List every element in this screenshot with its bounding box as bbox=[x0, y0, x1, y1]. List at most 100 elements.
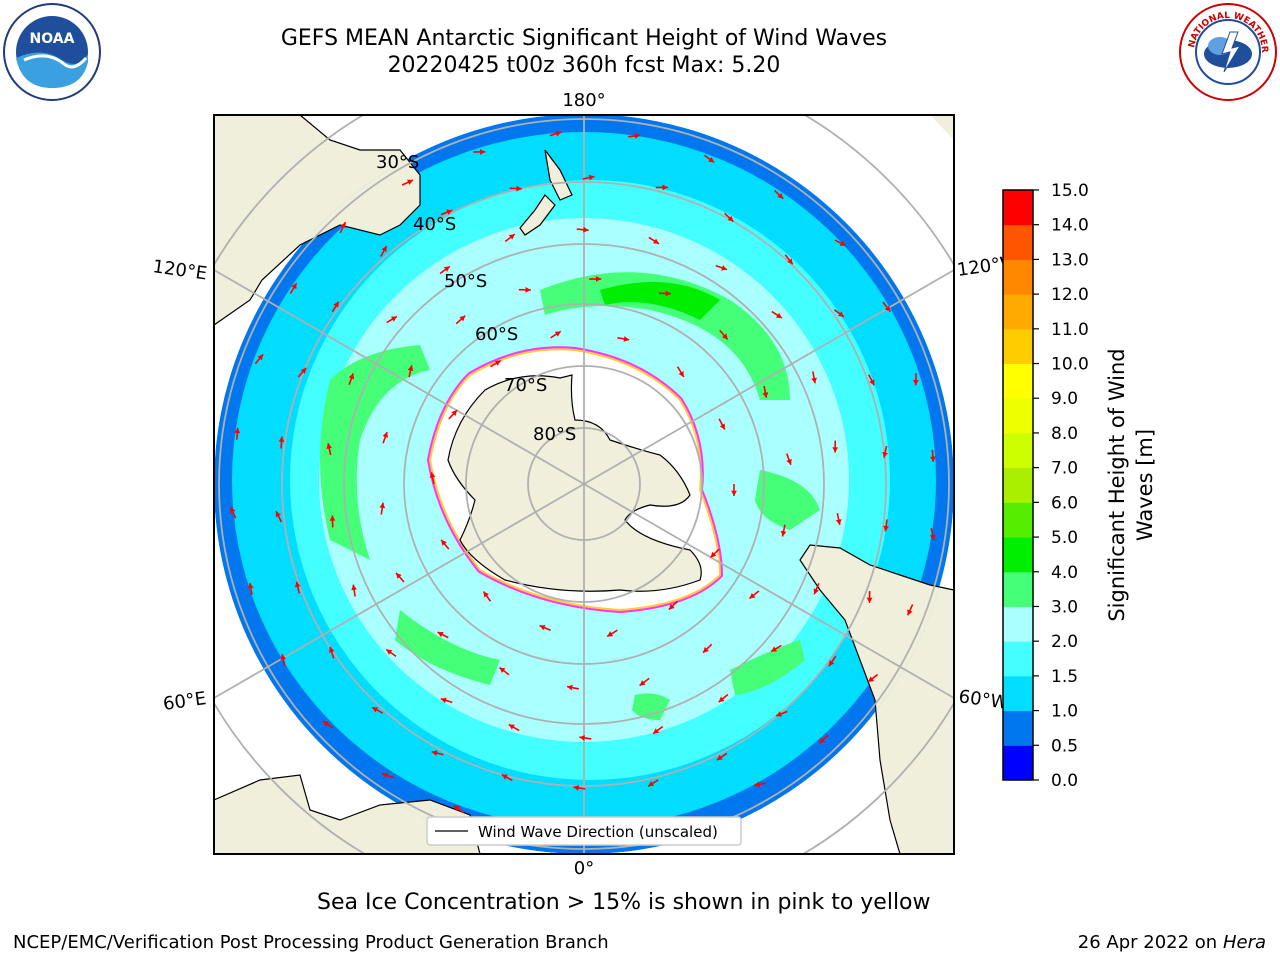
wave-arrow-head bbox=[446, 209, 453, 215]
wave-arrow-head bbox=[786, 458, 792, 465]
wave-arrow-head bbox=[257, 354, 264, 361]
colorbar-segment bbox=[1003, 641, 1033, 677]
wave-arrow-head bbox=[407, 365, 414, 372]
noaa-logo-text: NOAA bbox=[30, 31, 75, 47]
wind-wave-arrows bbox=[229, 130, 936, 838]
wave-arrow-head bbox=[429, 472, 436, 479]
colorbar-tick-label: 5.0 bbox=[1051, 528, 1078, 548]
wave-arrow-head bbox=[837, 311, 844, 317]
wave-arrow-head bbox=[653, 728, 660, 734]
lat-label-70: 70°S bbox=[504, 375, 547, 396]
wave-arrow-head bbox=[722, 333, 728, 340]
wave-arrow-head bbox=[379, 502, 386, 509]
wave-arrow-head bbox=[678, 370, 684, 377]
colorbar-segment bbox=[1003, 537, 1033, 573]
land-new-zealand bbox=[544, 149, 573, 201]
legend-label: Wind Wave Direction (unscaled) bbox=[478, 823, 718, 841]
wave-arrow-head bbox=[351, 584, 357, 591]
colorbar-segment bbox=[1003, 710, 1033, 746]
wave-arrow-head bbox=[754, 781, 760, 788]
wave-arrow-head bbox=[727, 215, 734, 222]
colorbar-tick-label: 12.0 bbox=[1051, 285, 1089, 305]
wave-arrow-head bbox=[583, 226, 589, 233]
wave-arrow-head bbox=[459, 315, 466, 322]
colorbar-border bbox=[1002, 189, 1034, 781]
colorbar bbox=[1002, 189, 1034, 781]
wave-arrow-head bbox=[882, 451, 888, 458]
lon-label-right-lower: 60°W bbox=[957, 686, 1009, 714]
run-host: Hera bbox=[1222, 932, 1266, 953]
wave-arrow-head bbox=[329, 515, 336, 521]
wave-arrow-head bbox=[775, 312, 782, 319]
graticule bbox=[214, 115, 954, 854]
colorbar-segment bbox=[1003, 294, 1033, 330]
wave-arrow-head bbox=[451, 410, 458, 416]
wave-arrow-head bbox=[719, 423, 725, 430]
colorbar-tick-label: 0.0 bbox=[1051, 771, 1078, 791]
lat-label-80: 80°S bbox=[533, 424, 576, 445]
colorbar-tick-label: 14.0 bbox=[1051, 216, 1089, 236]
wave-arrow-head bbox=[819, 737, 826, 744]
wave-arrow-head bbox=[787, 258, 793, 265]
wave-arrow-head bbox=[930, 456, 936, 462]
wave-arrow-head bbox=[567, 684, 573, 691]
wave-arrow-head bbox=[396, 572, 402, 579]
wave-arrow-head bbox=[912, 379, 919, 386]
wave-arrow-head bbox=[333, 301, 339, 308]
wave-arrow-head bbox=[708, 156, 715, 163]
colorbar-tick-label: 4.0 bbox=[1051, 563, 1078, 583]
wave-arrow-head bbox=[340, 222, 346, 229]
wave-arrow-head bbox=[328, 646, 335, 653]
run-date: 26 Apr 2022 on Hera bbox=[1078, 932, 1266, 953]
wave-arrow-head bbox=[716, 754, 723, 761]
wave-arrow-head bbox=[710, 551, 717, 558]
lat-label-60: 60°S bbox=[475, 324, 518, 345]
wave-arrow-head bbox=[291, 283, 297, 290]
colorbar-ticks: 0.0 0.5 1.0 1.5 2.0 3.0 4.0 5.0 6.0 7.0 8.0 9.0 10.0… bbox=[1033, 181, 1089, 791]
wave-arrow-head bbox=[525, 286, 531, 293]
wave-arrow-head bbox=[718, 696, 725, 703]
colorbar-tick-label: 6.0 bbox=[1051, 493, 1078, 513]
colorbar-segment bbox=[1003, 467, 1033, 503]
colorbar-tick-label: 15.0 bbox=[1051, 181, 1089, 201]
wave-arrow-head bbox=[832, 447, 839, 453]
colorbar-segment bbox=[1003, 398, 1033, 434]
wave-arrow-head bbox=[386, 649, 393, 655]
wave-arrow-head bbox=[777, 192, 784, 199]
wave-arrow-head bbox=[230, 507, 236, 514]
colorbar-segment bbox=[1003, 432, 1033, 469]
colorbar-segment bbox=[1003, 328, 1033, 365]
wave-arrow-head bbox=[453, 805, 460, 811]
wave-arrow-head bbox=[516, 185, 522, 192]
lat-label-40: 40°S bbox=[413, 214, 456, 235]
wave-arrow-head bbox=[828, 660, 835, 667]
wave-arrow-head bbox=[668, 603, 675, 610]
land-antarctica bbox=[447, 374, 702, 592]
colorbar-tick-label: 7.0 bbox=[1051, 459, 1078, 479]
wave-arrow-head bbox=[776, 711, 783, 717]
wave-arrow-head bbox=[382, 431, 389, 438]
wave-arrow-head bbox=[539, 624, 546, 631]
colorbar-label-2: Waves [m] bbox=[1133, 429, 1157, 541]
map-frame bbox=[213, 114, 955, 855]
wave-arrow-head bbox=[294, 581, 301, 588]
wave-arrow-head bbox=[884, 305, 891, 312]
wave-arrow-head bbox=[749, 592, 756, 599]
lat-label-30: 30°S bbox=[376, 152, 419, 173]
wave-arrow-head bbox=[639, 680, 646, 686]
colorbar-segment bbox=[1003, 363, 1033, 399]
colorbar-segment bbox=[1003, 606, 1033, 642]
wave-arrow-head bbox=[300, 367, 307, 374]
wave-arrow-head bbox=[634, 133, 641, 139]
wave-arrow-head bbox=[595, 276, 602, 282]
colorbar-tick-label: 0.5 bbox=[1051, 736, 1078, 756]
wave-arrow-head bbox=[869, 379, 875, 386]
wave-arrow-head bbox=[721, 265, 728, 271]
colorbar-tick-label: 11.0 bbox=[1051, 320, 1089, 340]
colorbar-tick-label: 3.0 bbox=[1051, 597, 1078, 617]
wave-arrow-head bbox=[443, 266, 450, 272]
lon-label-bottom: 0° bbox=[574, 858, 594, 879]
land-africa bbox=[214, 774, 481, 854]
wave-arrow-head bbox=[390, 316, 397, 322]
wave-arrow-head bbox=[780, 530, 787, 537]
